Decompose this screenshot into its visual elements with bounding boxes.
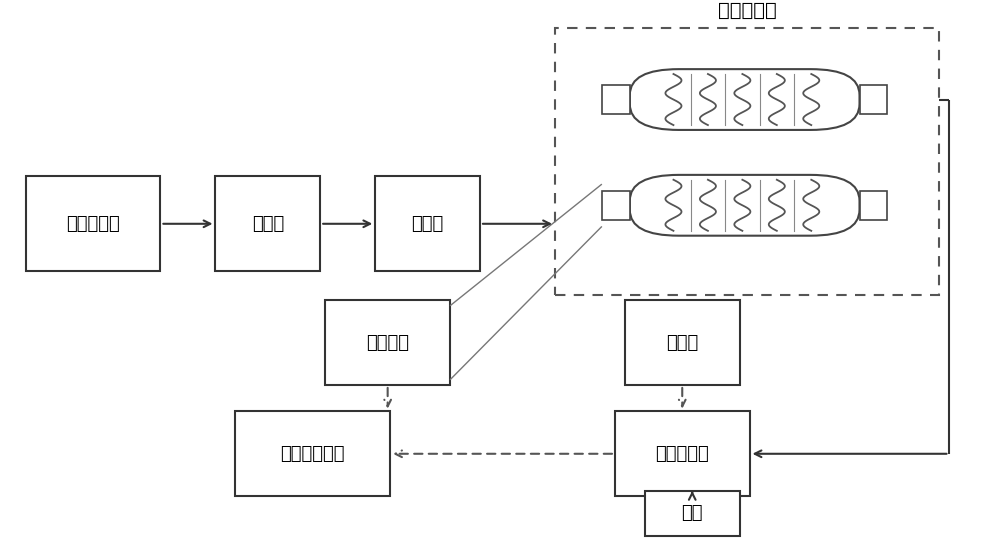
FancyBboxPatch shape <box>860 85 887 114</box>
FancyBboxPatch shape <box>375 176 480 271</box>
Text: 导热油: 导热油 <box>666 334 698 352</box>
FancyBboxPatch shape <box>325 300 450 385</box>
Text: 气液换热器: 气液换热器 <box>655 445 709 463</box>
FancyBboxPatch shape <box>602 191 630 220</box>
Text: 加热盘管: 加热盘管 <box>366 334 409 352</box>
Text: 分气包: 分气包 <box>411 215 444 233</box>
Text: 气体储存罐: 气体储存罐 <box>66 215 120 233</box>
FancyBboxPatch shape <box>555 28 939 295</box>
FancyBboxPatch shape <box>602 85 630 114</box>
FancyBboxPatch shape <box>645 491 740 536</box>
FancyBboxPatch shape <box>615 411 750 496</box>
FancyBboxPatch shape <box>630 175 860 236</box>
FancyBboxPatch shape <box>630 69 860 130</box>
FancyBboxPatch shape <box>625 300 740 385</box>
FancyBboxPatch shape <box>215 176 320 271</box>
Text: 导热油加热器: 导热油加热器 <box>281 445 345 463</box>
Text: 尾气: 尾气 <box>681 504 703 522</box>
Text: 增压器: 增压器 <box>252 215 284 233</box>
Text: 矿化反应釜: 矿化反应釜 <box>718 1 777 20</box>
FancyBboxPatch shape <box>26 176 160 271</box>
FancyBboxPatch shape <box>860 191 887 220</box>
FancyBboxPatch shape <box>235 411 390 496</box>
